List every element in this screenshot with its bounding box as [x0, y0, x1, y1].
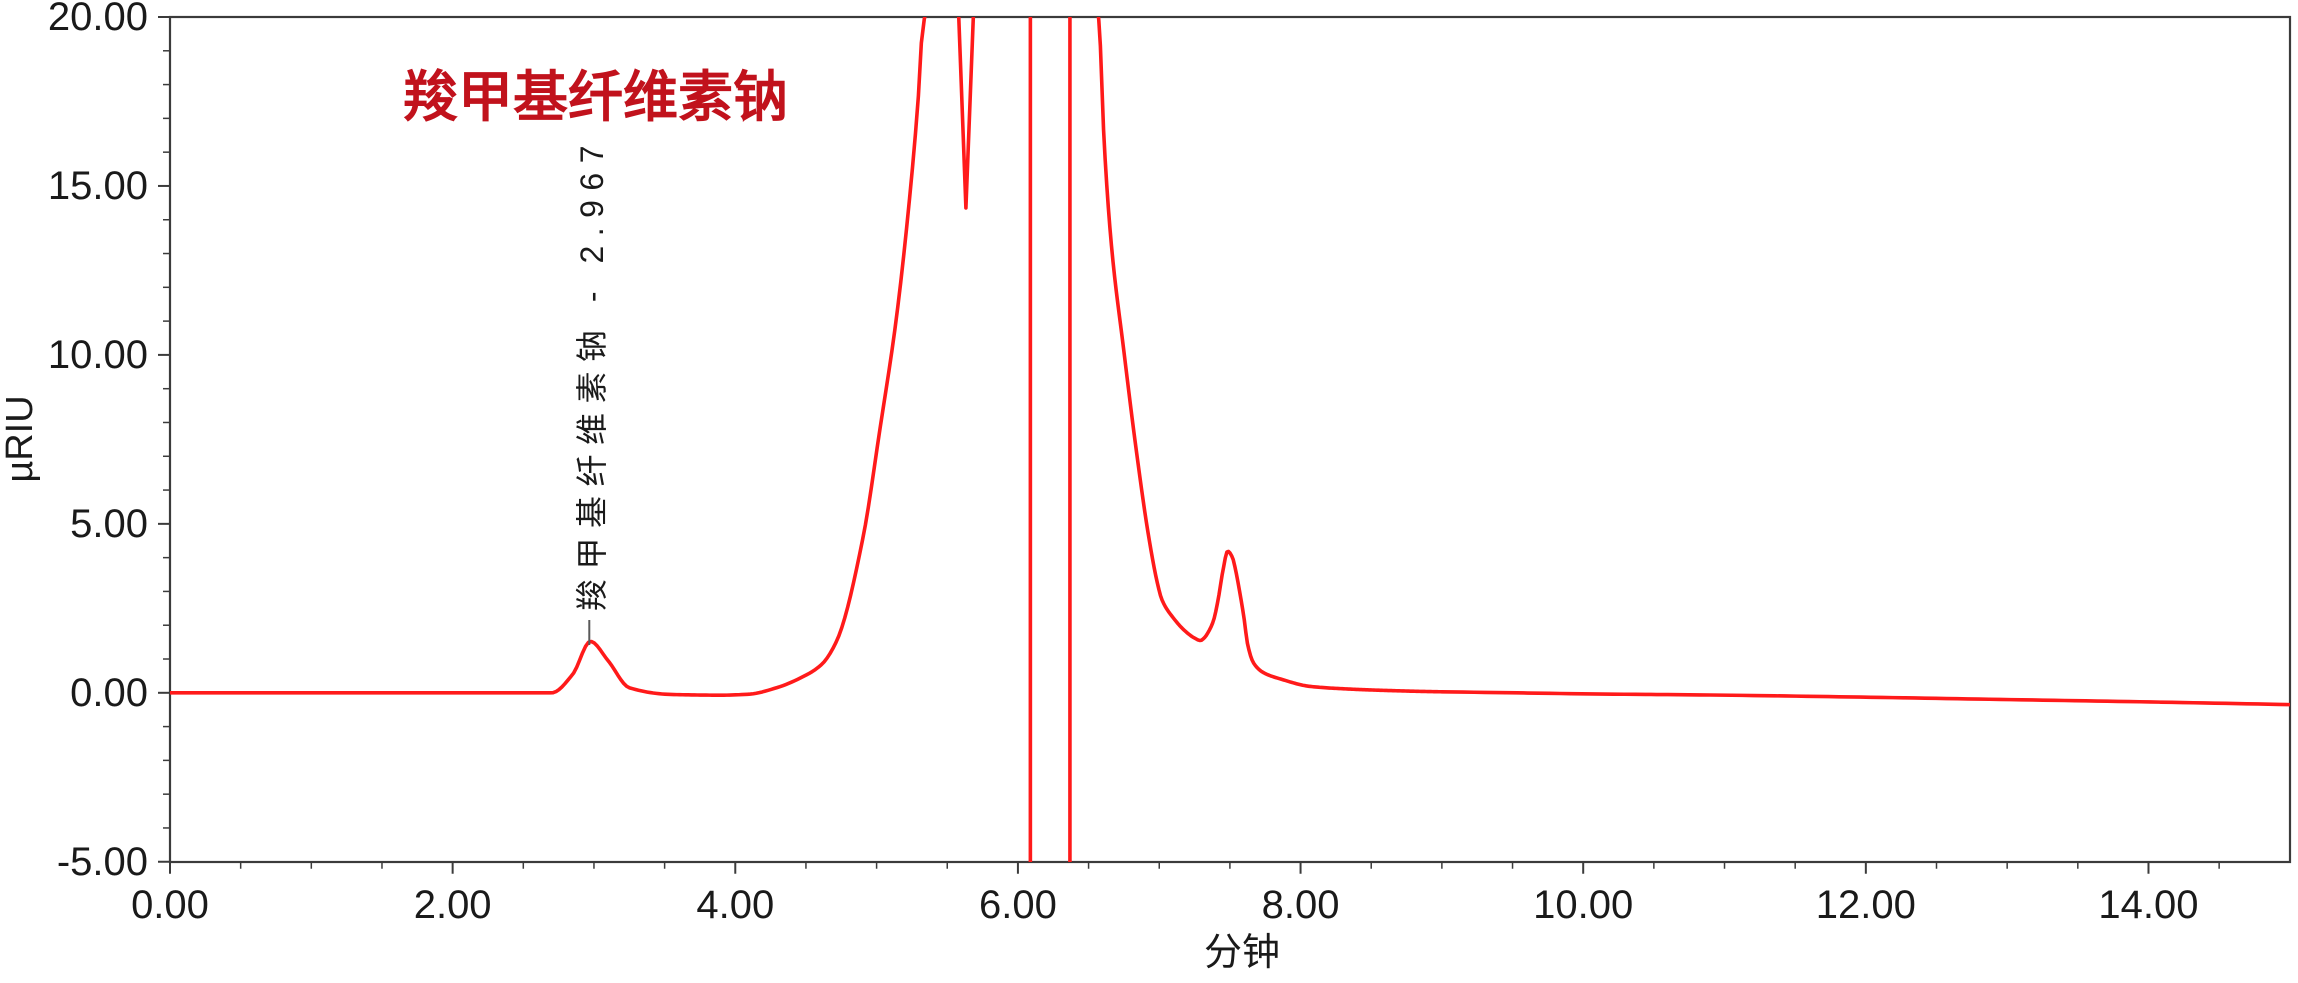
svg-text:羧甲基纤维素钠: 羧甲基纤维素钠 — [403, 66, 788, 128]
svg-text:0.00: 0.00 — [70, 671, 148, 715]
svg-text:5.00: 5.00 — [70, 502, 148, 546]
svg-text:4.00: 4.00 — [696, 883, 774, 927]
svg-text:µRIU: µRIU — [0, 395, 41, 482]
svg-text:20.00: 20.00 — [48, 0, 148, 39]
svg-text:-5.00: -5.00 — [57, 840, 148, 884]
svg-text:10.00: 10.00 — [1533, 883, 1633, 927]
svg-text:8.00: 8.00 — [1262, 883, 1340, 927]
svg-text:10.00: 10.00 — [48, 333, 148, 377]
svg-text:0.00: 0.00 — [131, 883, 209, 927]
svg-text:分钟: 分钟 — [1204, 932, 1280, 974]
svg-text:羧甲基纤维素钠 - 2.967: 羧甲基纤维素钠 - 2.967 — [574, 136, 610, 611]
svg-text:6.00: 6.00 — [979, 883, 1057, 927]
svg-text:12.00: 12.00 — [1816, 883, 1916, 927]
svg-text:14.00: 14.00 — [2098, 883, 2198, 927]
svg-text:2.00: 2.00 — [414, 883, 492, 927]
svg-text:15.00: 15.00 — [48, 164, 148, 208]
